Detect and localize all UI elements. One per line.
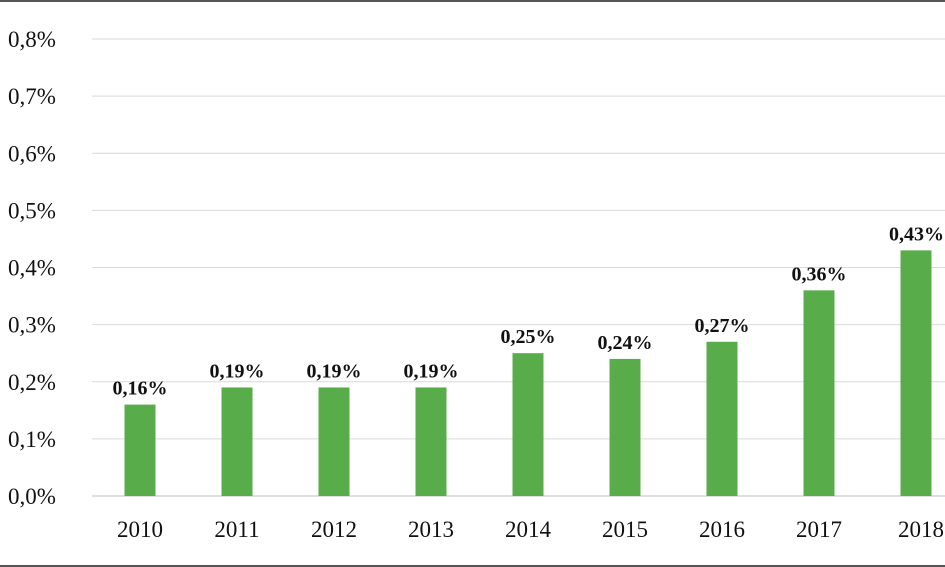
bar-2014 (512, 353, 544, 496)
x-axis-ticks: 2010 2011 2012 2013 2014 2015 2016 2017 2018 (117, 517, 944, 542)
data-label-2015: 0,24% (598, 332, 653, 354)
y-axis-ticks: 0,0% 0,1% 0,2% 0,3% 0,4% 0,5% 0,6% 0,7% 0,8% (8, 27, 56, 509)
y-tick-label: 0,7% (8, 84, 56, 109)
y-tick-label: 0,4% (8, 256, 56, 281)
data-label-2016: 0,27% (695, 315, 750, 337)
bars (124, 250, 932, 496)
y-tick-label: 0,2% (8, 370, 56, 395)
y-tick-label: 0,3% (8, 313, 56, 338)
y-tick-label: 0,6% (8, 141, 56, 166)
x-tick-label-2013: 2013 (408, 517, 454, 542)
y-tick-label: 0,5% (8, 198, 56, 223)
y-tick-label: 0,0% (8, 484, 56, 509)
bar-2011 (221, 387, 253, 496)
data-label-2017: 0,36% (792, 263, 847, 285)
data-label-2013: 0,19% (404, 360, 459, 382)
x-tick-label-2011: 2011 (214, 517, 259, 542)
data-label-2018: 0,43% (889, 223, 944, 245)
bar-2017 (803, 290, 835, 496)
x-tick-label-2016: 2016 (699, 517, 745, 542)
data-label-2010: 0,16% (113, 378, 168, 400)
bar-2018 (900, 250, 932, 496)
data-label-2012: 0,19% (307, 360, 362, 382)
x-tick-label-2017: 2017 (796, 517, 842, 542)
x-tick-label-2012: 2012 (311, 517, 357, 542)
data-label-2011: 0,19% (210, 360, 265, 382)
data-labels: 0,16% 0,19% 0,19% 0,19% 0,25% 0,24% 0,27% 0,36%… (113, 223, 945, 399)
y-tick-label: 0,8% (8, 27, 56, 52)
x-tick-label-2010: 2010 (117, 517, 163, 542)
x-tick-label-2015: 2015 (602, 517, 648, 542)
data-label-2014: 0,25% (501, 326, 556, 348)
x-tick-label-2018: 2018 (898, 517, 944, 542)
bar-2010 (124, 404, 156, 496)
bar-2013 (415, 387, 447, 496)
bar-2012 (318, 387, 350, 496)
x-tick-label-2014: 2014 (505, 517, 552, 542)
y-tick-label: 0,1% (8, 427, 56, 452)
bar-2015 (609, 358, 641, 496)
bar-2016 (706, 341, 738, 496)
